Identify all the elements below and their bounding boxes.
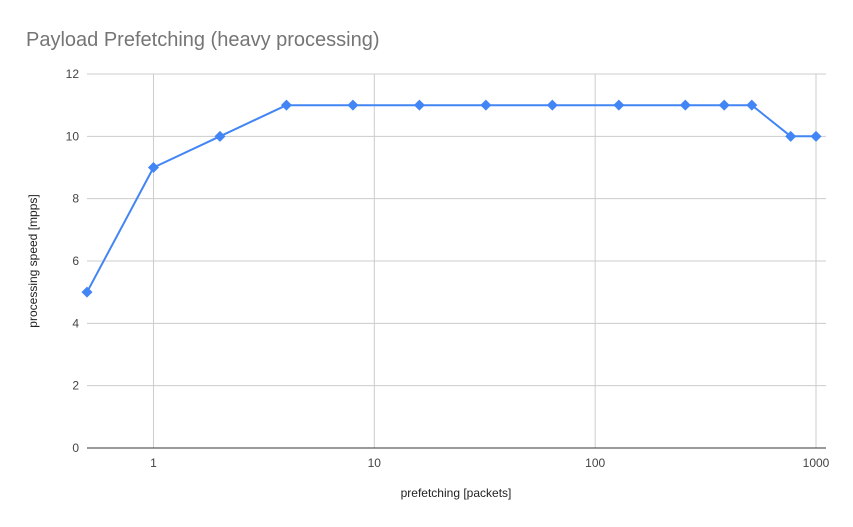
data-point-marker (785, 130, 797, 142)
y-axis-label: processing speed [mpps] (26, 194, 40, 327)
y-tick-label: 6 (72, 254, 79, 268)
data-point-marker (480, 99, 492, 111)
data-series (81, 99, 822, 298)
y-tick-label: 10 (66, 129, 80, 143)
x-tick-label: 1000 (803, 456, 830, 470)
data-point-marker (214, 130, 226, 142)
data-point-marker (546, 99, 558, 111)
data-point-marker (613, 99, 625, 111)
data-point-marker (679, 99, 691, 111)
data-point-marker (810, 130, 822, 142)
data-point-marker (718, 99, 730, 111)
chart-title: Payload Prefetching (heavy processing) (26, 29, 380, 51)
y-tick-label: 8 (72, 192, 79, 206)
x-tick-label: 1 (150, 456, 157, 470)
data-point-marker (280, 99, 292, 111)
y-tick-label: 4 (72, 316, 79, 330)
data-point-marker (81, 286, 93, 298)
gridlines (87, 73, 826, 448)
data-point-marker (347, 99, 359, 111)
x-axis-label: prefetching [packets] (401, 486, 512, 500)
data-point-marker (413, 99, 425, 111)
y-tick-label: 2 (72, 379, 79, 393)
y-tick-label: 0 (72, 441, 79, 455)
data-point-marker (147, 162, 159, 173)
y-tick-label: 12 (66, 67, 80, 81)
x-axis-ticks: 1 10 100 1000 (150, 456, 830, 470)
y-axis-ticks: 0 2 4 6 8 10 12 (66, 67, 80, 455)
x-tick-label: 100 (585, 456, 605, 470)
data-point-marker (746, 99, 758, 111)
x-tick-label: 10 (368, 456, 382, 470)
